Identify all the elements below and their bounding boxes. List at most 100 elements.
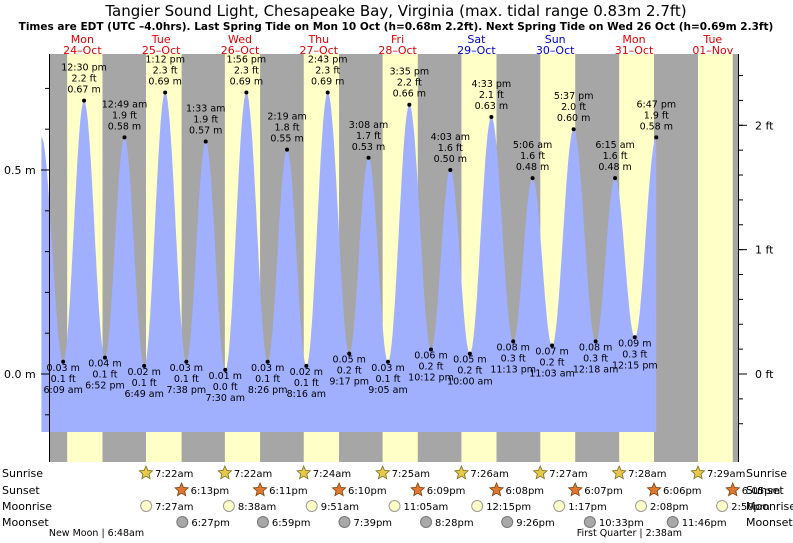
low-tide-label: 0.06 m <box>414 351 447 362</box>
astro-time-label: 7:39pm <box>353 518 392 529</box>
high-tide-label: 2.2 ft <box>72 74 97 85</box>
astro-time-label: 6:09pm <box>427 486 466 497</box>
date-label: 24–Oct <box>63 44 102 57</box>
high-tide-point <box>489 114 494 119</box>
high-tide-label: 0.66 m <box>393 89 426 100</box>
high-tide-label: 3:08 am <box>349 120 388 131</box>
low-tide-label: 0.03 m <box>46 363 79 374</box>
astro-time-label: 7:29am <box>707 469 745 480</box>
astro-time-label: 6:13pm <box>191 486 230 497</box>
astro-time-label: 7:22am <box>234 469 272 480</box>
low-tide-label: 6:49 am <box>124 389 163 400</box>
day-of-week-label: Tue <box>702 33 722 46</box>
chart-header: Tangier Sound Light, Chesapeake Bay, Vir… <box>19 2 774 33</box>
low-tide-point <box>385 359 390 364</box>
low-tide-label: 0.02 m <box>290 367 323 378</box>
low-tide-label: 10:12 pm <box>408 373 454 384</box>
moonset-icon <box>176 516 189 528</box>
low-tide-label: 9:05 am <box>368 385 407 396</box>
right-tick-label: 1 ft <box>755 244 774 257</box>
moonset-icon <box>420 516 433 528</box>
low-tide-label: 11:13 pm <box>490 364 536 375</box>
day-of-week-label: Mon <box>71 33 94 46</box>
low-tide-label: 0.3 ft <box>501 353 526 364</box>
sunrise-icon <box>532 464 548 480</box>
astro-row-label-left: Sunrise <box>2 467 43 480</box>
sunset-icon <box>410 481 426 497</box>
low-tide-point <box>61 359 66 364</box>
day-labels: Mon24–OctTue25–OctWed26–OctThu27–OctFri2… <box>63 33 734 57</box>
astro-time-label: 11:05am <box>404 502 449 513</box>
high-tide-point <box>530 176 535 181</box>
high-tide-label: 2.3 ft <box>315 65 340 76</box>
moonset-icon <box>583 516 596 528</box>
high-tide-label: 0.69 m <box>230 76 263 87</box>
low-tide-point <box>102 355 107 360</box>
high-tide-point <box>325 90 330 95</box>
low-tide-point <box>347 351 352 356</box>
high-tide-label: 3:35 pm <box>390 67 430 78</box>
moonset-icon <box>666 516 679 528</box>
high-tide-point <box>82 98 87 103</box>
low-tide-label: 0.08 m <box>496 342 529 353</box>
high-tide-label: 0.58 m <box>640 121 673 132</box>
daylight-band <box>697 54 733 462</box>
high-tide-label: 0.53 m <box>352 142 385 153</box>
astro-time-label: 6:10pm <box>348 486 387 497</box>
low-tide-point <box>429 347 434 352</box>
astro-time-label: 7:28am <box>628 469 666 480</box>
moonrise-icon <box>222 500 235 512</box>
astro-time-label: 6:11pm <box>269 486 308 497</box>
day-of-week-label: Sun <box>545 33 566 46</box>
low-tide-label: 0.08 m <box>579 342 612 353</box>
high-tide-label: 2:43 pm <box>308 54 348 65</box>
high-tide-label: 2.1 ft <box>479 90 504 101</box>
astro-time-label: 7:27am <box>155 502 193 513</box>
high-tide-label: 1:12 pm <box>145 54 185 65</box>
astro-time-label: 2:08pm <box>650 502 689 513</box>
astro-time-label: 8:38am <box>238 502 276 513</box>
low-tide-label: 0.1 ft <box>375 374 400 385</box>
high-tide-label: 0.57 m <box>189 125 222 136</box>
astro-time-label: 7:24am <box>313 469 351 480</box>
low-tide-label: 0.0 ft <box>213 382 238 393</box>
high-tide-label: 1.9 ft <box>112 110 137 121</box>
high-tide-point <box>285 147 290 152</box>
sunrise-icon <box>138 464 154 480</box>
left-tick-label: 0.0 m <box>4 368 36 381</box>
low-tide-label: 0.1 ft <box>92 370 117 381</box>
chart-title: Tangier Sound Light, Chesapeake Bay, Vir… <box>104 2 686 20</box>
low-tide-label: 10:00 am <box>447 377 492 388</box>
day-of-week-label: Thu <box>307 33 329 46</box>
high-tide-label: 0.55 m <box>270 134 303 145</box>
astro-time-label: 9:51am <box>321 502 359 513</box>
high-tide-label: 0.67 m <box>67 85 100 96</box>
astro-time-label: 6:06pm <box>663 486 702 497</box>
high-tide-label: 1.8 ft <box>275 123 300 134</box>
sunset-icon <box>331 481 347 497</box>
chart-axes: 0.0 m 0.5 m 0 ft 1 ft 2 ft <box>4 54 774 462</box>
low-tide-label: 0.09 m <box>618 338 651 349</box>
low-tide-label: 7:30 am <box>206 393 245 404</box>
astro-time-label: 11:46pm <box>682 518 727 529</box>
high-tide-label: 0.60 m <box>557 113 590 124</box>
low-tide-label: 0.2 ft <box>337 366 362 377</box>
high-tide-label: 0.69 m <box>148 76 181 87</box>
moon-phase-label: New Moon | 6:48am <box>49 528 144 539</box>
high-tide-point <box>448 168 453 172</box>
sunset-icon <box>488 481 505 497</box>
low-tide-label: 7:38 pm <box>167 385 207 396</box>
low-tide-label: 0.2 ft <box>540 357 565 368</box>
sunset-icon <box>252 481 268 497</box>
tide-area <box>41 92 657 432</box>
day-of-week-label: Tue <box>151 33 171 46</box>
moonrise-icon <box>716 500 729 512</box>
high-tide-label: 1.7 ft <box>356 131 381 142</box>
low-tide-label: 9:17 pm <box>329 377 369 388</box>
low-tide-label: 0.05 m <box>332 355 365 366</box>
astro-row-label-right: Moonset <box>746 516 793 529</box>
low-tide-label: 0.03 m <box>170 363 203 374</box>
high-tide-label: 2.0 ft <box>561 102 586 113</box>
low-tide-label: 0.03 m <box>371 363 404 374</box>
astro-time-label: 6:59pm <box>272 518 311 529</box>
